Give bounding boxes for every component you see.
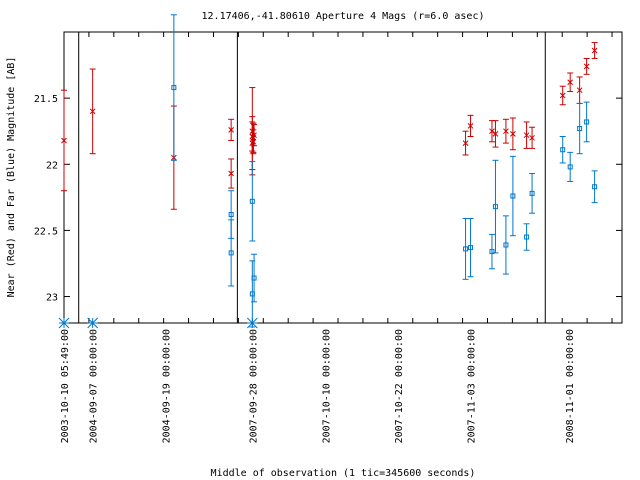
y-tick-label: 21.5 xyxy=(34,94,58,105)
data-point xyxy=(529,190,535,196)
y-axis-ticks: 21.5 22 22.5 23 xyxy=(34,94,622,304)
data-point xyxy=(592,184,598,190)
data-point xyxy=(89,108,96,115)
data-point xyxy=(463,246,469,252)
data-point xyxy=(492,204,498,210)
y-tick-label: 22.5 xyxy=(34,226,58,237)
data-point xyxy=(510,193,516,199)
data-point xyxy=(577,126,583,132)
axis-markers xyxy=(58,317,258,329)
data-point xyxy=(467,123,474,129)
data-point xyxy=(249,140,256,146)
data-point xyxy=(583,63,590,70)
data-point xyxy=(529,134,535,141)
y-axis-label: Near (Red) and Far (Blue) Magnitude [AB] xyxy=(6,57,17,298)
x-tick-label: 2008-11-01 00:00:00 xyxy=(565,329,576,443)
data-point xyxy=(249,198,255,204)
x-tick-label: 2007-09-28 00:00:00 xyxy=(248,329,259,443)
data-point xyxy=(228,250,234,256)
data-point xyxy=(523,132,530,139)
series-near-red xyxy=(61,42,598,210)
data-point xyxy=(228,170,235,177)
data-point xyxy=(489,249,495,255)
data-point xyxy=(576,87,583,94)
x-axis-label: Middle of observation (1 tic=345600 seco… xyxy=(211,468,476,479)
data-point xyxy=(462,140,469,146)
x-tick-label: 2003-10-10 05:49:00 xyxy=(60,329,71,443)
data-point xyxy=(567,79,574,86)
data-point xyxy=(492,130,499,137)
data-point xyxy=(61,137,67,144)
axis-marker xyxy=(246,317,258,329)
x-axis-ticks: 2003-10-10 05:49:00 2004-09-07 00:00:00 20… xyxy=(60,32,613,443)
data-point xyxy=(567,164,573,170)
data-point xyxy=(503,128,509,135)
x-tick-label: 2007-10-10 00:00:00 xyxy=(321,329,332,443)
data-point xyxy=(503,242,509,248)
x-tick-label: 2004-09-07 00:00:00 xyxy=(89,329,100,443)
y-tick-label: 23 xyxy=(46,293,58,304)
data-point xyxy=(584,119,590,125)
series-far-blue xyxy=(170,14,598,328)
data-point xyxy=(228,212,234,218)
x-tick-label: 2004-09-19 00:00:00 xyxy=(161,329,172,443)
axis-marker xyxy=(58,317,70,329)
data-point xyxy=(591,47,598,54)
x-tick-label: 2007-11-03 00:00:00 xyxy=(467,329,478,443)
data-point xyxy=(524,234,530,240)
plot-frame xyxy=(63,31,623,324)
data-point xyxy=(510,130,516,137)
data-point xyxy=(468,245,474,251)
data-point xyxy=(489,128,495,135)
y-tick-label: 22 xyxy=(46,160,58,171)
data-point xyxy=(559,92,566,99)
axis-marker xyxy=(87,317,99,329)
chart-title: 12.17406,-41.80610 Aperture 4 Mags (r=6.… xyxy=(202,11,485,22)
data-point xyxy=(560,147,566,153)
segment-break-lines xyxy=(78,32,546,323)
data-point xyxy=(228,127,235,133)
data-point xyxy=(251,275,257,281)
data-point xyxy=(171,85,177,91)
x-tick-label: 2007-10-22 00:00:00 xyxy=(394,329,405,443)
